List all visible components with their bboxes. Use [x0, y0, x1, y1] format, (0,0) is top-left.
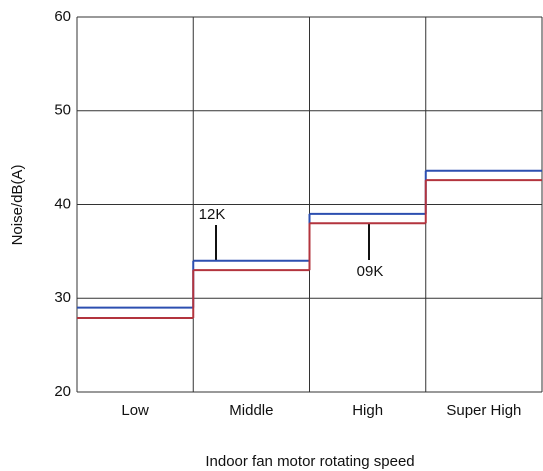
x-tick-label: Low [121, 402, 149, 419]
y-tick-label: 40 [54, 195, 71, 212]
y-tick-label: 30 [54, 289, 71, 306]
y-axis-title: Noise/dB(A) [9, 165, 26, 246]
y-tick-label: 20 [54, 383, 71, 400]
x-tick-label: Super High [446, 402, 521, 419]
series-annotation: 09K [357, 263, 384, 280]
x-tick-label: High [352, 402, 383, 419]
y-tick-label: 50 [54, 102, 71, 119]
series-annotation: 12K [199, 206, 226, 223]
x-tick-label: Middle [229, 402, 273, 419]
y-tick-label: 60 [54, 8, 71, 25]
x-axis-title: Indoor fan motor rotating speed [205, 453, 414, 470]
